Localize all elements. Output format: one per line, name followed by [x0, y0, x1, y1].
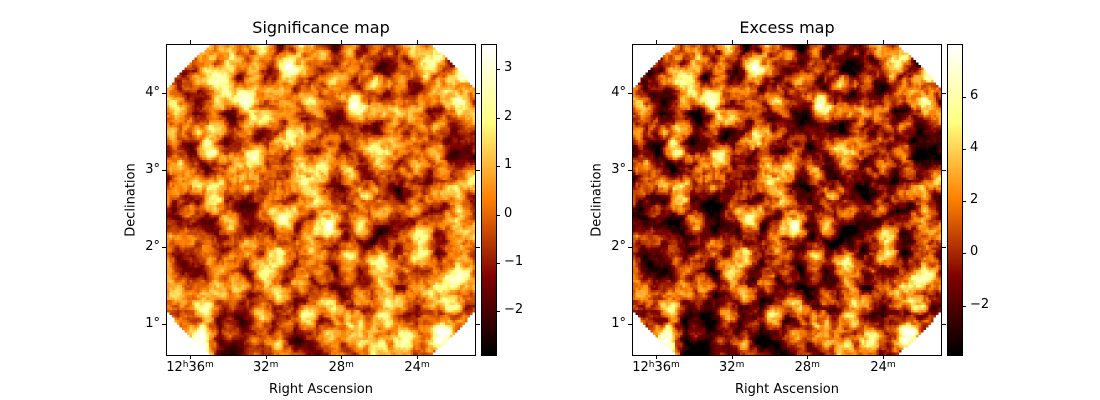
- colorbar-tick: [496, 262, 500, 264]
- y-tick: [476, 323, 480, 325]
- colorbar-tick-label: 4: [970, 140, 979, 156]
- x-tick: [341, 355, 343, 359]
- y-tick: [162, 93, 166, 94]
- colorbar-tick-label: 2: [970, 192, 979, 208]
- y-tick: [476, 247, 480, 248]
- x-tick: [190, 355, 191, 359]
- y-tick: [476, 93, 480, 94]
- y-tick-label: 1°: [145, 315, 160, 331]
- colorbar-tick: [962, 149, 966, 151]
- colorbar-tick-label: 6: [970, 88, 979, 104]
- excess-colorbar: [947, 44, 966, 356]
- y-tick-label: 1°: [611, 315, 626, 331]
- y-tick: [476, 170, 480, 171]
- y-tick: [942, 323, 946, 325]
- x-tick-label: 24m: [404, 360, 430, 375]
- significance-colorbar: [481, 44, 500, 356]
- x-tick: [190, 40, 191, 44]
- y-tick: [162, 170, 166, 171]
- excess-panel: Excess map Declination Right Ascension 1…: [590, 18, 1100, 400]
- colorbar-tick: [962, 305, 966, 307]
- y-tick-label: 4°: [145, 85, 160, 100]
- x-tick: [265, 40, 267, 44]
- x-tick: [417, 355, 418, 359]
- colorbar-tick: [962, 253, 966, 255]
- x-tick: [807, 355, 809, 359]
- y-tick: [162, 323, 166, 325]
- x-tick: [265, 355, 267, 359]
- significance-panel: Significance map Declination Right Ascen…: [124, 18, 726, 400]
- colorbar-tick: [962, 97, 966, 99]
- colorbar-tick: [496, 166, 500, 168]
- y-tick: [942, 93, 946, 94]
- x-tick-label: 12h36m: [632, 360, 680, 375]
- y-tick: [942, 247, 946, 248]
- colorbar-tick-label: 0: [504, 205, 513, 221]
- colorbar-tick: [962, 201, 966, 203]
- significance-heatmap-canvas: [167, 45, 475, 355]
- colorbar-tick-label: 0: [970, 244, 979, 260]
- y-tick: [628, 323, 632, 325]
- x-tick: [656, 40, 657, 44]
- y-tick: [162, 247, 166, 248]
- x-tick-label: 12h36m: [166, 360, 214, 375]
- colorbar-tick: [496, 311, 500, 313]
- x-tick: [341, 40, 343, 44]
- y-tick: [628, 170, 632, 171]
- colorbar-tick: [496, 214, 500, 216]
- x-tick-label: 28m: [328, 360, 354, 375]
- x-tick: [417, 40, 418, 44]
- colorbar-tick: [496, 117, 500, 119]
- colorbar-gradient: [482, 45, 496, 355]
- panel-title: Excess map: [739, 18, 835, 37]
- colorbar-tick-label: 2: [504, 108, 513, 124]
- x-axis-label: Right Ascension: [735, 382, 839, 397]
- y-tick-label: 3°: [145, 162, 160, 177]
- significance-axes: [162, 40, 480, 359]
- x-tick: [883, 355, 884, 359]
- colorbar-tick: [496, 69, 500, 71]
- x-tick: [883, 40, 884, 44]
- x-tick: [731, 355, 733, 359]
- y-tick-label: 2°: [611, 239, 626, 254]
- panel-title: Significance map: [252, 18, 390, 37]
- colorbar-gradient: [948, 45, 962, 355]
- y-tick: [628, 93, 632, 94]
- colorbar-tick-label: −1: [504, 253, 524, 269]
- excess-axes: [628, 40, 946, 359]
- y-tick-label: 2°: [145, 239, 160, 254]
- y-tick: [628, 247, 632, 248]
- x-tick-label: 24m: [870, 360, 896, 375]
- x-tick: [731, 40, 733, 44]
- colorbar-tick-label: 1: [504, 157, 513, 173]
- x-tick-label: 32m: [253, 360, 279, 375]
- x-axis-label: Right Ascension: [269, 382, 373, 397]
- x-tick-label: 28m: [794, 360, 820, 375]
- x-tick: [656, 355, 657, 359]
- colorbar-tick-label: −2: [504, 302, 524, 318]
- y-tick-label: 4°: [611, 85, 626, 100]
- colorbar-tick-label: 3: [504, 60, 513, 76]
- y-tick: [942, 170, 946, 171]
- x-tick: [807, 40, 809, 44]
- y-tick-label: 3°: [611, 162, 626, 177]
- x-tick-label: 32m: [719, 360, 745, 375]
- excess-heatmap-canvas: [633, 45, 941, 355]
- colorbar-tick-label: −2: [970, 296, 990, 312]
